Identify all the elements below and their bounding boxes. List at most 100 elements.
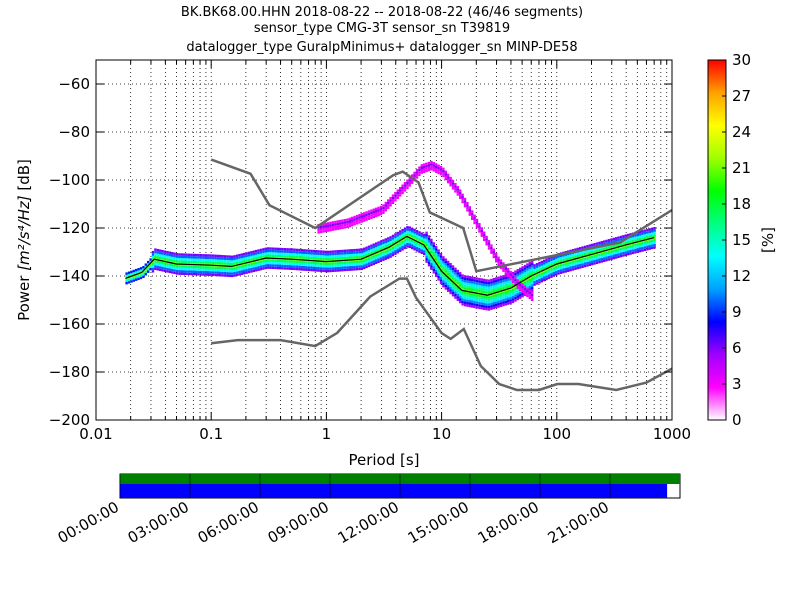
heatmap-cell — [521, 268, 524, 272]
heatmap-cell-branch — [463, 200, 467, 203]
heatmap-cell-branch — [363, 212, 366, 215]
heatmap-cell — [243, 260, 246, 263]
heatmap-cell — [355, 251, 359, 254]
heatmap-cell — [291, 250, 294, 254]
heatmap-cell-branch — [370, 214, 373, 217]
heatmap-cell — [271, 259, 275, 262]
heatmap-cell — [274, 254, 277, 258]
heatmap-cell — [595, 247, 599, 250]
heatmap-cell — [538, 269, 541, 272]
heatmap-cell — [399, 235, 402, 238]
heatmap-cell — [411, 244, 414, 247]
heatmap-cell — [495, 286, 498, 290]
heatmap-cell — [519, 277, 522, 280]
heatmap-cell — [327, 253, 330, 256]
heatmap-cell — [271, 254, 275, 258]
heatmap-cell — [531, 260, 534, 263]
heatmap-cell — [653, 226, 656, 230]
heatmap-cell — [615, 251, 618, 254]
heatmap-cell-branch — [411, 174, 414, 177]
heatmap-cell — [468, 276, 472, 279]
heatmap-cell — [574, 248, 577, 251]
heatmap-cell — [629, 237, 632, 241]
heatmap-cell — [521, 292, 524, 296]
heatmap-cell — [377, 241, 380, 244]
heatmap-cell-branch — [329, 226, 332, 229]
heatmap-cell — [557, 267, 560, 270]
heatmap-cell-branch — [473, 221, 476, 225]
heatmap-cell — [245, 259, 248, 262]
heatmap-cell — [521, 266, 524, 269]
y-tick-label: −60 — [58, 75, 90, 93]
heatmap-cell — [183, 267, 186, 271]
heatmap-cell — [495, 296, 498, 299]
heatmap-cell — [627, 250, 630, 253]
heatmap-cell — [636, 250, 640, 253]
heatmap-cell — [154, 248, 157, 251]
heatmap-cell — [331, 262, 335, 265]
heatmap-cell-branch — [526, 294, 529, 298]
heatmap-cell — [178, 255, 181, 259]
heatmap-cell — [151, 250, 155, 254]
heatmap-cell — [449, 286, 452, 290]
heatmap-cell — [454, 274, 457, 278]
heatmap-cell-branch — [355, 219, 359, 223]
coverage-timeline: 00:00:00 03:00:00 06:00:00 09:00:00 12:00:00… — [55, 473, 681, 547]
heatmap-cell — [235, 256, 239, 260]
heatmap-cell — [466, 297, 469, 300]
heatmap-cell — [231, 272, 234, 275]
heatmap-cell — [483, 283, 486, 286]
heatmap-cell — [223, 259, 227, 263]
heatmap-cell-branch — [382, 211, 385, 214]
heatmap-cell — [214, 268, 217, 272]
heatmap-cell — [295, 263, 299, 266]
heatmap-cell — [252, 250, 256, 253]
heatmap-cell-branch — [463, 202, 467, 205]
heatmap-cell — [274, 247, 277, 250]
heatmap-cell — [497, 300, 500, 303]
heatmap-cell — [418, 248, 421, 251]
heatmap-cell — [259, 263, 263, 266]
heatmap-cell-branch — [420, 169, 424, 172]
heatmap-cell — [581, 251, 584, 254]
heatmap-cell — [648, 233, 652, 236]
heatmap-cell — [336, 250, 340, 253]
heatmap-cell — [471, 295, 474, 299]
heatmap-cell — [497, 288, 500, 291]
heatmap-cell — [343, 254, 347, 257]
heatmap-cell — [262, 262, 265, 265]
heatmap-cell — [648, 247, 652, 250]
heatmap-cell — [267, 264, 270, 267]
heatmap-cell — [600, 260, 604, 263]
heatmap-cell — [300, 268, 304, 271]
heatmap-cell — [552, 259, 556, 263]
heatmap-cell — [401, 233, 404, 237]
heatmap-cell — [346, 268, 349, 272]
heatmap-cell-branch — [367, 212, 371, 216]
heatmap-cell-branch — [425, 164, 428, 168]
heatmap-cell — [576, 247, 580, 251]
heatmap-cell-branch — [346, 223, 349, 226]
heatmap-cell — [127, 281, 131, 284]
heatmap-cell — [564, 267, 568, 271]
heatmap-cell — [485, 286, 488, 289]
heatmap-cell — [547, 262, 551, 265]
heatmap-cell — [598, 248, 601, 252]
heatmap-cell — [156, 265, 160, 269]
heatmap-cell — [615, 256, 618, 259]
heatmap-cell — [257, 266, 260, 269]
heatmap-cell — [307, 251, 311, 255]
heatmap-cell-branch — [396, 191, 400, 195]
heatmap-cell — [456, 291, 460, 294]
heatmap-cell — [605, 256, 608, 259]
heatmap-cell — [447, 270, 450, 273]
heatmap-cell — [432, 251, 436, 255]
heatmap-cell — [526, 270, 529, 273]
heatmap-cell — [485, 298, 488, 301]
heatmap-cell — [231, 255, 234, 258]
heatmap-cell — [377, 243, 380, 247]
heatmap-cell — [315, 254, 318, 258]
heatmap-cell — [252, 255, 256, 258]
heatmap-cell — [473, 298, 476, 301]
heatmap-cell-branch — [408, 181, 412, 185]
